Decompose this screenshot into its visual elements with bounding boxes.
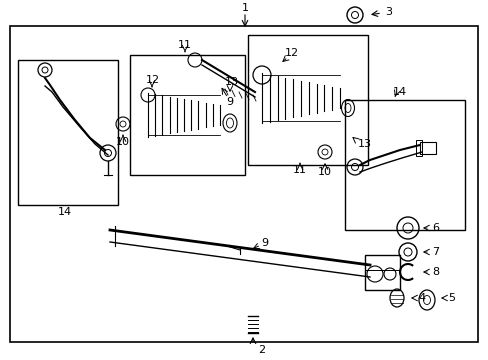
Text: 12: 12 — [145, 75, 160, 85]
Text: 10: 10 — [116, 137, 130, 147]
Text: 6: 6 — [431, 223, 438, 233]
Text: 2: 2 — [258, 345, 264, 355]
Bar — [345, 100, 464, 230]
Bar — [130, 55, 244, 175]
Text: 13: 13 — [224, 77, 239, 87]
Text: 10: 10 — [317, 167, 331, 177]
Text: 14: 14 — [58, 207, 72, 217]
Text: 5: 5 — [447, 293, 454, 303]
Text: 8: 8 — [431, 267, 438, 277]
Text: 13: 13 — [357, 139, 371, 149]
Bar — [18, 60, 118, 205]
Bar — [415, 140, 421, 156]
Bar — [10, 26, 477, 342]
Text: 4: 4 — [417, 293, 424, 303]
Text: 9: 9 — [261, 238, 268, 248]
Text: 1: 1 — [241, 3, 248, 13]
Bar — [419, 142, 435, 154]
Text: 3: 3 — [384, 7, 391, 17]
Text: 9: 9 — [226, 97, 233, 107]
Text: 12: 12 — [285, 48, 299, 58]
Text: 11: 11 — [178, 40, 192, 50]
Text: 7: 7 — [431, 247, 438, 257]
Text: 14: 14 — [392, 87, 406, 97]
Text: 11: 11 — [292, 165, 306, 175]
Bar — [247, 35, 367, 165]
Bar — [364, 255, 399, 290]
